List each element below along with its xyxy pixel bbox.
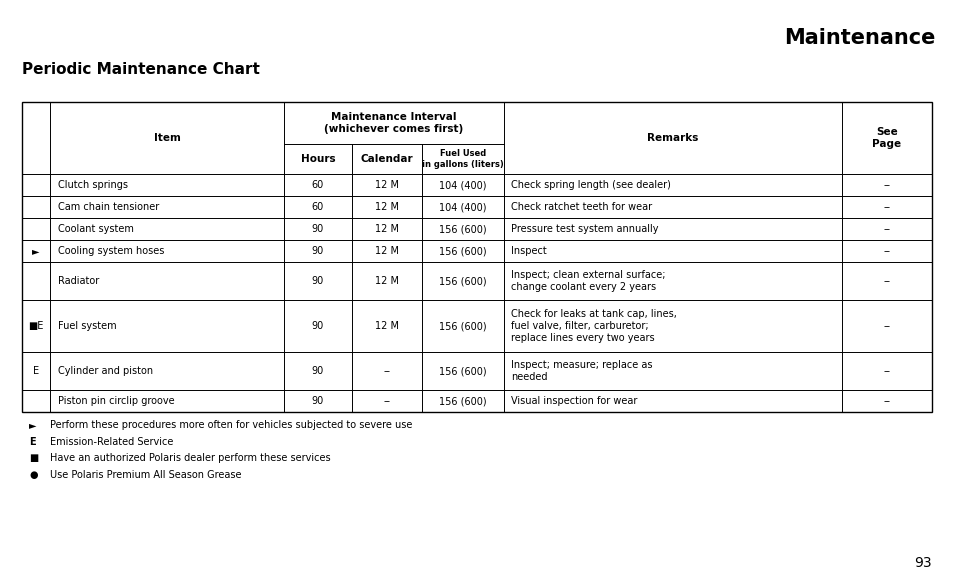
Text: 60: 60: [312, 202, 324, 212]
Text: Emission-Related Service: Emission-Related Service: [50, 436, 173, 446]
Text: 90: 90: [312, 224, 324, 234]
Text: Inspect; measure; replace as
needed: Inspect; measure; replace as needed: [511, 360, 652, 382]
Text: 93: 93: [913, 556, 931, 570]
Text: Periodic Maintenance Chart: Periodic Maintenance Chart: [22, 62, 259, 77]
Text: --: --: [882, 396, 889, 406]
Text: Cylinder and piston: Cylinder and piston: [58, 366, 153, 376]
Text: 156 (600): 156 (600): [438, 246, 486, 256]
Text: --: --: [383, 396, 390, 406]
Text: Inspect; clean external surface;
change coolant every 2 years: Inspect; clean external surface; change …: [511, 270, 665, 292]
Text: Use Polaris Premium All Season Grease: Use Polaris Premium All Season Grease: [50, 469, 241, 479]
Text: --: --: [882, 224, 889, 234]
Text: --: --: [882, 202, 889, 212]
Text: Fuel Used
in gallons (liters): Fuel Used in gallons (liters): [421, 149, 503, 169]
Text: 90: 90: [312, 321, 324, 331]
Text: --: --: [882, 321, 889, 331]
Text: 104 (400): 104 (400): [438, 202, 486, 212]
Text: ►: ►: [32, 246, 40, 256]
Text: Check spring length (see dealer): Check spring length (see dealer): [511, 180, 670, 190]
Text: 156 (600): 156 (600): [438, 276, 486, 286]
Text: Calendar: Calendar: [360, 154, 413, 164]
Text: 90: 90: [312, 276, 324, 286]
Text: Maintenance Interval
(whichever comes first): Maintenance Interval (whichever comes fi…: [324, 112, 463, 134]
Text: 104 (400): 104 (400): [438, 180, 486, 190]
Text: 156 (600): 156 (600): [438, 366, 486, 376]
Text: --: --: [882, 246, 889, 256]
Text: E: E: [33, 366, 39, 376]
Text: 12 M: 12 M: [375, 246, 398, 256]
Text: 60: 60: [312, 180, 324, 190]
Text: --: --: [882, 366, 889, 376]
Text: Fuel system: Fuel system: [58, 321, 116, 331]
Text: Visual inspection for wear: Visual inspection for wear: [511, 396, 637, 406]
Text: Pressure test system annually: Pressure test system annually: [511, 224, 658, 234]
Text: 12 M: 12 M: [375, 224, 398, 234]
Text: 90: 90: [312, 396, 324, 406]
Text: --: --: [882, 276, 889, 286]
Text: Item: Item: [153, 133, 180, 143]
Text: Clutch springs: Clutch springs: [58, 180, 128, 190]
Text: Check for leaks at tank cap, lines,
fuel valve, filter, carburetor;
replace line: Check for leaks at tank cap, lines, fuel…: [511, 309, 677, 343]
Text: 12 M: 12 M: [375, 276, 398, 286]
Text: ■E: ■E: [29, 321, 44, 331]
Text: Perform these procedures more often for vehicles subjected to severe use: Perform these procedures more often for …: [50, 420, 412, 430]
Text: 156 (600): 156 (600): [438, 396, 486, 406]
Text: Inspect: Inspect: [511, 246, 546, 256]
Text: --: --: [882, 180, 889, 190]
Text: E: E: [29, 436, 35, 446]
Text: Radiator: Radiator: [58, 276, 99, 286]
Text: Hours: Hours: [300, 154, 335, 164]
Text: 90: 90: [312, 246, 324, 256]
Text: 156 (600): 156 (600): [438, 321, 486, 331]
Text: Maintenance: Maintenance: [783, 28, 935, 48]
Text: ●: ●: [29, 469, 37, 479]
Text: 12 M: 12 M: [375, 321, 398, 331]
Text: ►: ►: [29, 420, 36, 430]
Text: Piston pin circlip groove: Piston pin circlip groove: [58, 396, 174, 406]
Text: 12 M: 12 M: [375, 180, 398, 190]
Text: ■: ■: [29, 453, 38, 463]
Text: Have an authorized Polaris dealer perform these services: Have an authorized Polaris dealer perfor…: [50, 453, 331, 463]
Text: --: --: [383, 366, 390, 376]
Text: Check ratchet teeth for wear: Check ratchet teeth for wear: [511, 202, 652, 212]
Text: 156 (600): 156 (600): [438, 224, 486, 234]
Text: 90: 90: [312, 366, 324, 376]
Text: Cam chain tensioner: Cam chain tensioner: [58, 202, 159, 212]
Text: Cooling system hoses: Cooling system hoses: [58, 246, 164, 256]
Text: Remarks: Remarks: [647, 133, 698, 143]
Text: Coolant system: Coolant system: [58, 224, 133, 234]
Bar: [22, 102, 931, 412]
Text: See
Page: See Page: [872, 127, 901, 149]
Text: 12 M: 12 M: [375, 202, 398, 212]
